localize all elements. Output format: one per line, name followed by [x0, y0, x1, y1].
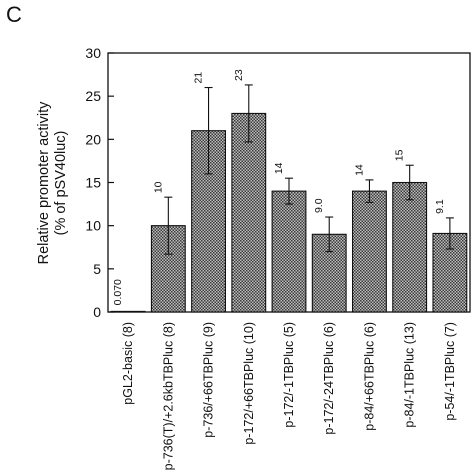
bar	[271, 190, 307, 313]
bar	[110, 310, 146, 313]
x-tick-label: p-172/-1TBPluc (5)	[282, 322, 296, 428]
y-axis-label-unit: (% of pSV40luc)	[53, 131, 69, 236]
y-tick-label: 30	[85, 45, 101, 61]
y-tick-label: 5	[93, 261, 101, 277]
x-tick-label: p-84/+66TBPluc (6)	[362, 322, 376, 431]
y-tick-label: 15	[85, 175, 101, 191]
bar	[392, 181, 428, 313]
y-tick-label: 25	[85, 88, 101, 104]
y-tick-label: 20	[85, 131, 101, 147]
bar	[231, 112, 267, 313]
x-tick-label: p-736(T)/+2.6kbTBPluc (8)	[161, 322, 175, 470]
x-tick-label: p-172/+66TBPluc (10)	[242, 322, 256, 445]
y-tick-label: 10	[85, 218, 101, 234]
data-label: 0.070	[112, 279, 124, 305]
plot-area: 0 5 10 15 20 25 30 0.070 pGL2-basic (8) 10 p-736(T…	[85, 45, 471, 470]
x-tick-label: p-736/+66TBPluc (9)	[202, 322, 216, 438]
x-tick-label: p-54/-1TBPluc (7)	[443, 322, 457, 421]
data-label: 21	[193, 72, 205, 84]
x-tick-label: p-84/-1TBPluc (13)	[403, 322, 417, 428]
data-label: 14	[273, 162, 285, 174]
data-label: 14	[353, 164, 365, 176]
data-label: 9.1	[434, 199, 446, 214]
data-label: 15	[394, 149, 406, 161]
data-label: 9.0	[313, 198, 325, 213]
x-tick-label: pGL2-basic (8)	[121, 322, 135, 405]
y-axis-label: Relative promoter activity	[36, 101, 52, 265]
y-axis-title: Relative promoter activity (% of pSV40lu…	[36, 101, 69, 265]
panel-letter: C	[6, 2, 22, 27]
data-label: 10	[152, 181, 164, 193]
x-tick-label: p-172/-24TBPluc (6)	[322, 322, 336, 435]
data-label: 23	[233, 69, 245, 81]
y-tick-label: 0	[93, 304, 101, 320]
bar	[352, 190, 387, 313]
